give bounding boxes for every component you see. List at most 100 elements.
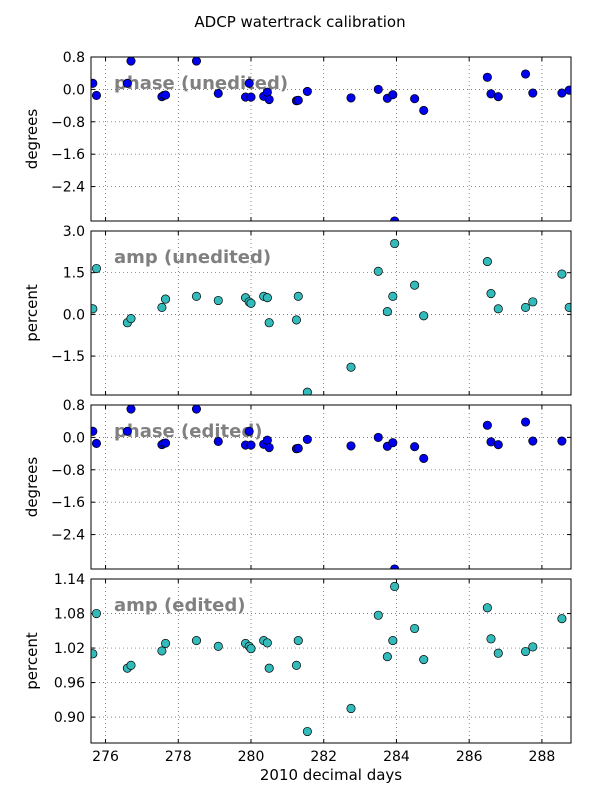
x-tick-label: 286 [456, 749, 483, 765]
data-point [91, 438, 102, 449]
panel-annotation: amp (unedited) [114, 247, 271, 268]
y-tick-label: −1.6 [51, 495, 85, 511]
data-point [520, 302, 531, 312]
data-point [520, 69, 531, 79]
data-point [246, 440, 256, 450]
data-point [564, 85, 571, 95]
data-point [126, 314, 136, 324]
y-tick-label: 1.02 [54, 641, 85, 657]
y-tick-label: 0.0 [63, 430, 85, 446]
data-point [264, 442, 274, 453]
axes-frame [90, 404, 572, 570]
data-point [346, 93, 356, 103]
data-point [419, 453, 429, 464]
series-points [91, 57, 571, 221]
y-axis-label: percent [23, 284, 41, 342]
data-point [302, 387, 312, 395]
panel-annotation: phase (unedited) [114, 73, 288, 94]
data-point [91, 649, 98, 659]
data-point [557, 436, 567, 446]
panel-1: 0.8 0.0 −0.8 −1.6 −2.4 phase (unedited) degree… [23, 50, 572, 222]
data-point [122, 426, 132, 436]
data-point [244, 426, 254, 436]
data-point [373, 610, 383, 620]
data-point [373, 266, 383, 276]
x-tick-label: 278 [165, 749, 192, 765]
data-point [246, 92, 256, 102]
y-tick-label: 1.08 [54, 607, 85, 623]
data-point [382, 652, 392, 662]
x-tick-label: 276 [92, 749, 119, 765]
data-point [388, 636, 398, 646]
y-tick-label: 0.8 [63, 50, 85, 66]
panel-3: 0.8 0.0 −0.8 −1.6 −2.4 phase (edited) degrees [23, 398, 572, 570]
data-point [264, 663, 274, 673]
data-point [419, 105, 429, 116]
data-point [528, 88, 538, 98]
data-point [191, 405, 202, 414]
data-point [557, 614, 567, 624]
data-point [213, 88, 223, 98]
y-tick-label: −2.4 [51, 180, 85, 196]
y-tick-label: 0.90 [54, 710, 85, 726]
data-point [419, 655, 429, 665]
data-point [346, 362, 356, 372]
data-point [493, 440, 503, 450]
data-point [126, 660, 136, 670]
data-point [410, 94, 420, 104]
y-axis-label: percent [23, 632, 41, 690]
data-point [160, 438, 171, 448]
x-tick-label: 288 [529, 749, 556, 765]
data-point [388, 291, 398, 301]
data-point [213, 295, 223, 306]
data-point [493, 92, 503, 102]
data-point [157, 302, 167, 312]
data-point [520, 417, 531, 427]
data-point [493, 304, 503, 314]
data-point [126, 405, 136, 414]
data-point [91, 90, 102, 101]
data-point [520, 646, 531, 657]
data-point [191, 636, 202, 646]
panel-2: 3.0 1.5 0.0 −1.5 amp (unedited) percent [23, 224, 572, 396]
data-point [246, 298, 256, 308]
data-point [528, 436, 538, 446]
series-points [91, 405, 567, 569]
data-point [419, 311, 429, 321]
data-point [302, 86, 312, 96]
data-point [213, 436, 223, 446]
x-tick-label: 284 [383, 749, 410, 765]
y-tick-label: 0.96 [54, 676, 85, 692]
data-point [191, 57, 202, 66]
data-point [191, 291, 202, 301]
data-point [528, 297, 538, 307]
x-axis-label: 2010 decimal days [260, 766, 402, 784]
data-point [262, 638, 272, 648]
data-point [410, 623, 420, 634]
data-point [91, 78, 98, 88]
data-point [410, 280, 420, 290]
data-point [346, 441, 356, 451]
panel-annotation: phase (edited) [114, 421, 262, 442]
y-axis-label: degrees [23, 457, 41, 518]
data-point [264, 94, 274, 105]
y-tick-label: −1.5 [51, 349, 85, 365]
data-point [388, 90, 398, 100]
y-tick-label: −0.8 [51, 463, 85, 479]
data-point [486, 634, 496, 644]
data-point [486, 288, 496, 299]
data-point [493, 648, 503, 658]
data-point [382, 307, 392, 317]
data-point [390, 238, 400, 249]
data-point [122, 78, 132, 88]
data-point [373, 432, 383, 442]
data-point [264, 318, 274, 328]
axes-frame [90, 56, 572, 222]
y-tick-label: 1.14 [54, 572, 85, 588]
x-tick-label: 282 [310, 749, 337, 765]
panel-4: 1.14 1.08 1.02 0.96 0.90 amp (edited) percent 2… [23, 572, 572, 784]
data-point [528, 642, 538, 652]
y-tick-label: 1.5 [63, 266, 85, 282]
data-point [126, 57, 136, 66]
